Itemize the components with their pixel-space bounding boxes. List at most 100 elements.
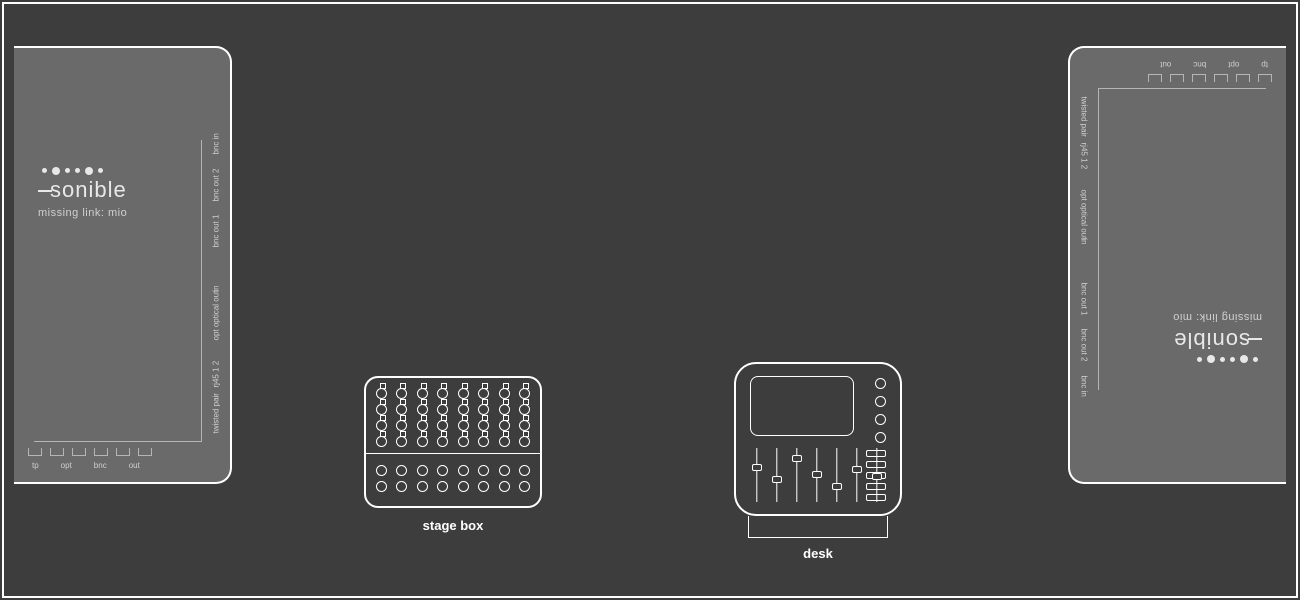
fader-icon [872,448,882,502]
desk-knob-column [875,378,886,443]
port-label: tp [1261,60,1268,69]
knob-icon [875,432,886,443]
stagebox-connector-icon [499,436,510,447]
stagebox-connector-icon [376,436,387,447]
stagebox-connector-icon [437,465,448,476]
stagebox-connector-icon [458,436,469,447]
stagebox-group: stage box [364,376,542,533]
knob-icon [875,396,886,407]
stagebox-connector-icon [376,388,387,399]
stagebox-connector-icon [417,404,428,415]
stagebox-connector-icon [396,388,407,399]
stagebox-connector-icon [478,436,489,447]
stagebox-connector-icon [396,420,407,431]
side-port-labels: bnc in bnc out 2 bnc out 1 in opt optica… [1078,98,1090,386]
knob-icon [875,378,886,389]
stagebox-connector-icon [376,404,387,415]
port-label: bnc in [212,143,221,155]
fader-icon [752,448,762,502]
port-label: bnc out 2 [1080,329,1089,341]
stagebox-connector-icon [417,465,428,476]
port-label: opt optical out [1080,190,1089,202]
port-label: bnc out 2 [212,189,221,201]
stagebox-connector-icon [396,465,407,476]
stagebox-connector-icon [437,420,448,431]
stagebox-connector-icon [376,420,387,431]
brand-dots-icon [42,168,127,175]
stagebox-divider [366,453,540,459]
device-brand: sonible missing link: mio [1173,311,1262,362]
desk-fader-row [752,448,882,502]
port-label: rj45 1 2 [212,375,221,387]
port-label: twisted pair [212,422,221,434]
port-label: opt optical out [212,329,221,341]
brand-dots-icon [1173,355,1258,362]
stagebox-connector-icon [519,388,530,399]
brand-subtitle: missing link: mio [38,207,127,219]
stagebox-connector-icon [376,481,387,492]
brand-subtitle: missing link: mio [1173,311,1262,323]
port-label: out [1160,60,1171,69]
port-label: bnc [1193,60,1206,69]
stagebox-connector-icon [519,404,530,415]
routing-line-vertical [201,140,202,442]
routing-line-vertical [1098,88,1099,390]
port-label: bnc in [1080,376,1089,388]
device-card-left: sonible missing link: mio bnc in bnc out… [14,46,232,484]
stagebox-connector-icon [417,481,428,492]
stagebox-connector-icon [478,481,489,492]
desk-icon [734,362,902,516]
bottom-port-ticks [1148,74,1272,82]
port-label: opt [61,461,72,470]
stagebox-connector-icon [437,404,448,415]
stagebox-connector-icon [396,481,407,492]
stagebox-connector-icon [396,436,407,447]
routing-line-horizontal [1098,88,1266,89]
stagebox-connector-icon [519,465,530,476]
desk-group: desk [734,362,902,561]
stagebox-connector-icon [478,404,489,415]
desk-caption: desk [734,546,902,561]
fader-icon [772,448,782,502]
port-label: bnc [94,461,107,470]
stagebox-connector-icon [499,388,510,399]
knob-icon [875,414,886,425]
stagebox-connector-icon [396,404,407,415]
stagebox-connector-icon [437,388,448,399]
desk-stand [748,516,888,538]
stagebox-connector-icon [519,481,530,492]
stagebox-connector-icon [499,481,510,492]
stagebox-connector-icon [417,436,428,447]
side-port-labels: bnc in bnc out 2 bnc out 1 in opt optica… [210,144,222,432]
stagebox-connector-icon [458,420,469,431]
bottom-port-labels: tp opt bnc out [1160,60,1268,69]
stagebox-connector-icon [478,465,489,476]
routing-line-horizontal [34,441,202,442]
stagebox-connector-icon [499,404,510,415]
stagebox-connector-icon [478,388,489,399]
stagebox-connector-icon [458,388,469,399]
fader-icon [812,448,822,502]
stagebox-connector-icon [417,420,428,431]
bottom-port-labels: tp opt bnc out [32,461,140,470]
port-label: bnc out 1 [212,236,221,248]
fader-icon [832,448,842,502]
stagebox-connector-icon [499,420,510,431]
stagebox-connector-icon [458,404,469,415]
stagebox-connector-icon [499,465,510,476]
port-label: out [129,461,140,470]
stagebox-icon [364,376,542,508]
stagebox-connector-icon [519,436,530,447]
stagebox-connector-icon [458,465,469,476]
stagebox-caption: stage box [364,518,542,533]
port-label: bnc out 1 [1080,283,1089,295]
fader-icon [792,448,802,502]
port-label: twisted pair [1080,97,1089,109]
brand-name-text: sonible [1173,328,1250,353]
brand-name-text: sonible [50,177,127,202]
stagebox-connector-icon [478,420,489,431]
stagebox-connector-icon [437,481,448,492]
stagebox-connector-icon [376,465,387,476]
device-brand: sonible missing link: mio [38,168,127,219]
port-label: tp [32,461,39,470]
